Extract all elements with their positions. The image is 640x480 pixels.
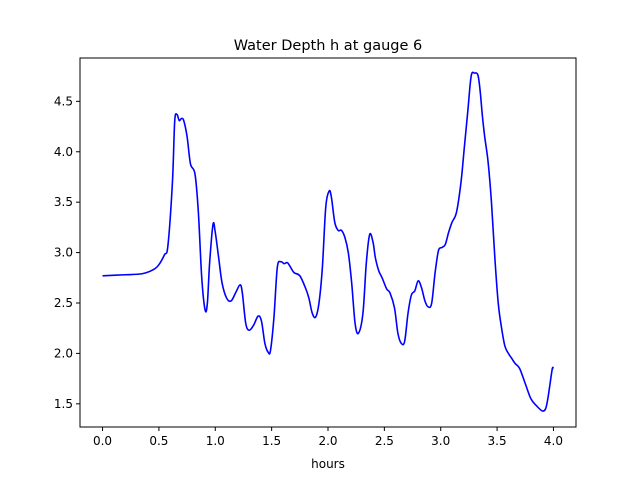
x-axis-label: hours — [311, 457, 345, 471]
x-tick-label: 0.5 — [149, 434, 168, 448]
x-tick-label: 1.0 — [206, 434, 225, 448]
x-tick-label: 3.5 — [488, 434, 507, 448]
x-tick-label: 2.0 — [318, 434, 337, 448]
chart-title: Water Depth h at gauge 6 — [234, 38, 422, 54]
y-tick-label: 1.5 — [54, 397, 73, 411]
axes-frame — [79, 57, 577, 428]
x-tick-label: 3.0 — [431, 434, 450, 448]
axis-ticks: 0.0 0.5 1.0 1.5 2.0 2.5 3.0 3.5 4.0 1.5 2.0 2.5 3.0 3… — [54, 94, 563, 448]
y-tick-label: 4.0 — [54, 145, 73, 159]
x-tick-label: 0.0 — [93, 434, 112, 448]
x-tick-label: 2.5 — [375, 434, 394, 448]
y-tick-label: 3.5 — [54, 195, 73, 209]
y-tick-label: 3.0 — [54, 246, 73, 260]
x-tick-label: 4.0 — [544, 434, 563, 448]
plot-area — [102, 71, 555, 412]
y-tick-label: 2.0 — [54, 346, 73, 360]
series-line-h — [102, 71, 555, 412]
y-tick-label: 4.5 — [54, 94, 73, 108]
x-tick-label: 1.5 — [262, 434, 281, 448]
y-tick-label: 2.5 — [54, 296, 73, 310]
